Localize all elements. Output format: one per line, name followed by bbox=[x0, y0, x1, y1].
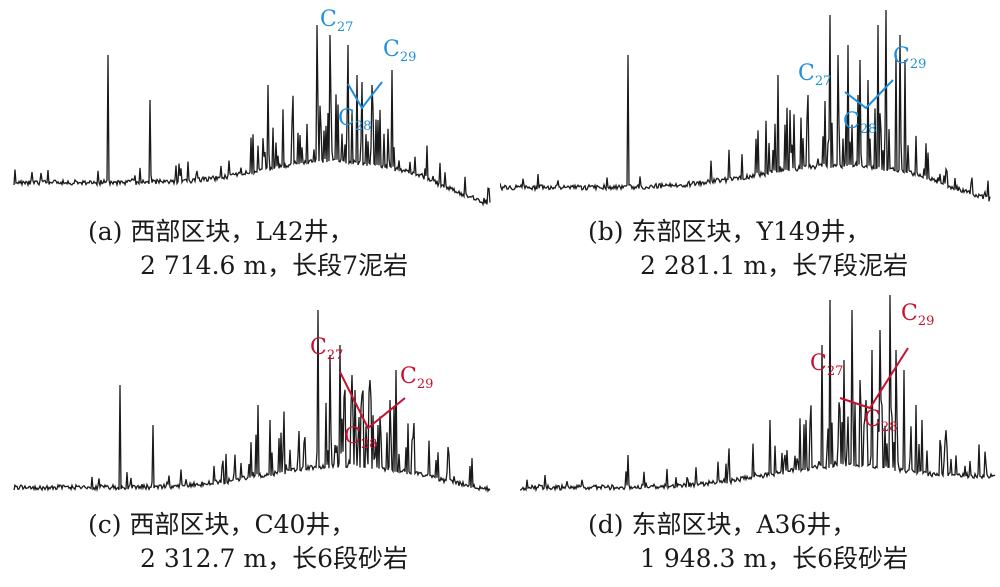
caption-b-line2: 2 281.1 m，长7段泥岩 bbox=[640, 251, 908, 280]
peak-label-c27: C27 bbox=[320, 7, 353, 35]
peak-label-c29: C29 bbox=[383, 37, 416, 65]
peak-label-c28: C28 bbox=[843, 109, 876, 137]
peak-marker-lines bbox=[839, 347, 909, 410]
chromatogram-trace bbox=[519, 294, 996, 493]
chromatogram-c: C27 C28 C29 bbox=[13, 309, 491, 493]
chromatogram-trace bbox=[13, 24, 491, 207]
chromatogram-trace bbox=[500, 9, 991, 202]
panel-a: C27 C28 C29 (a) 西部区块，L42井， 2 714.6 m，长段7泥岩 bbox=[0, 0, 500, 293]
peak-label-c29: C29 bbox=[400, 364, 433, 392]
peak-label-c28: C28 bbox=[338, 106, 371, 134]
chromatogram-b: C27 C28 C29 bbox=[500, 9, 991, 202]
chromatogram-trace bbox=[13, 309, 491, 493]
caption-b-line1: (b) 东部区块，Y149井， bbox=[588, 217, 871, 246]
caption-c-line1: (c) 西部区块，C40井， bbox=[88, 510, 356, 539]
peak-label-c27: C27 bbox=[798, 61, 831, 89]
peak-marker-lines bbox=[339, 371, 406, 430]
peak-label-c27: C27 bbox=[310, 335, 343, 363]
peak-label-c29: C29 bbox=[901, 301, 934, 329]
caption-d-line2: 1 948.3 m，长6段砂岩 bbox=[640, 544, 908, 573]
caption-a-line2: 2 714.6 m，长段7泥岩 bbox=[140, 251, 408, 280]
chromatogram-a: C27 C28 C29 bbox=[13, 7, 491, 207]
panel-d: C27 C28 C29 (d) 东部区块，A36井， 1 948.3 m，长6段砂岩 bbox=[500, 293, 1000, 586]
peak-marker-lines bbox=[347, 81, 383, 110]
chromatogram-d: C27 C28 C29 bbox=[519, 294, 996, 493]
panel-b: C27 C28 C29 (b) 东部区块，Y149井， 2 281.1 m，长7段泥… bbox=[500, 0, 1000, 293]
peak-label-c27: C27 bbox=[810, 351, 843, 379]
peak-marker-lines bbox=[844, 79, 894, 110]
peak-label-c29: C29 bbox=[893, 44, 926, 72]
caption-c-line2: 2 312.7 m，长6段砂岩 bbox=[140, 544, 408, 573]
caption-a-line1: (a) 西部区块，L42井， bbox=[88, 217, 354, 246]
peak-label-c28: C28 bbox=[864, 407, 897, 435]
peak-label-c28: C28 bbox=[344, 424, 377, 452]
panel-c: C27 C28 C29 (c) 西部区块，C40井， 2 312.7 m，长6段砂岩 bbox=[0, 293, 500, 586]
caption-d-line1: (d) 东部区块，A36井， bbox=[588, 510, 857, 539]
